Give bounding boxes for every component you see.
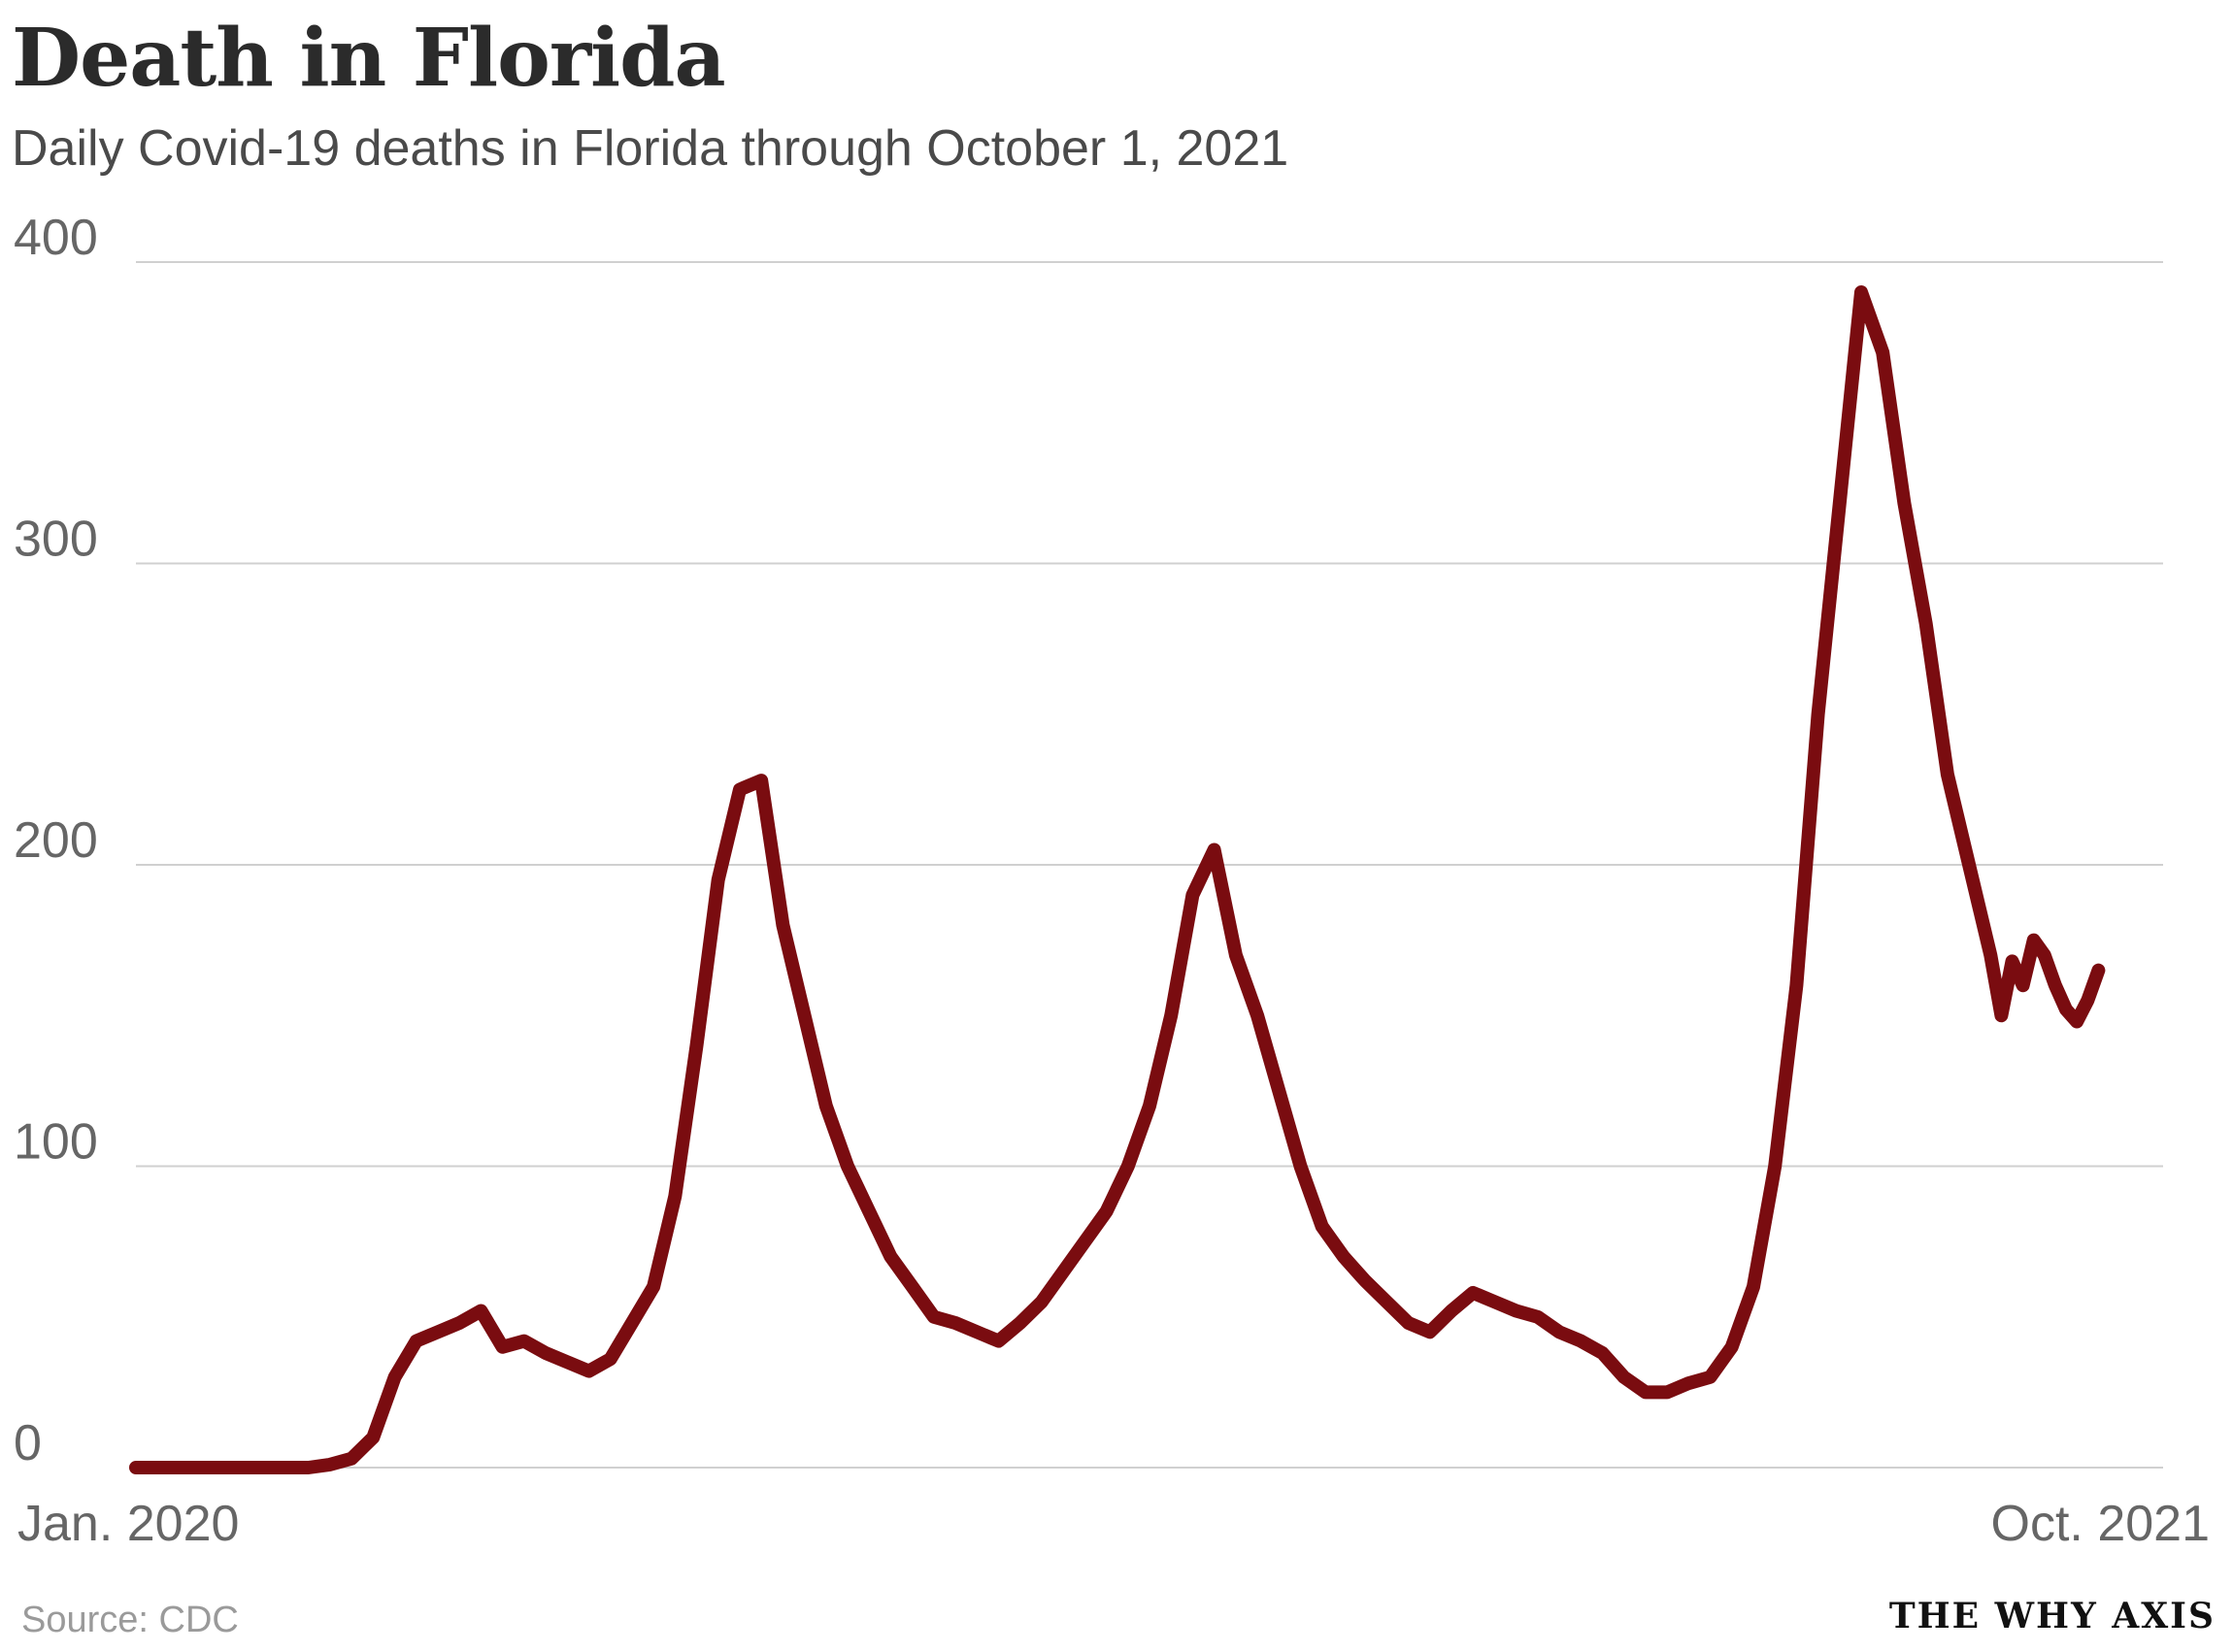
source-note: Source: CDC xyxy=(21,1600,239,1640)
gridlines xyxy=(136,261,2163,1469)
y-tick-label-400: 400 xyxy=(14,210,98,266)
y-axis-labels: 0 100 200 300 400 xyxy=(14,210,98,1471)
chart-title: Death in Florida xyxy=(12,12,726,105)
y-tick-label-0: 0 xyxy=(14,1415,42,1471)
series-layer xyxy=(129,285,2106,1474)
y-tick-label-200: 200 xyxy=(14,812,98,869)
x-tick-label-end: Oct. 2021 xyxy=(1991,1496,2210,1552)
y-tick-label-300: 300 xyxy=(14,512,98,568)
y-tick-label-100: 100 xyxy=(14,1114,98,1171)
series-line-deaths xyxy=(129,285,2106,1474)
brand-logo: THE WHY AXIS xyxy=(1888,1596,2216,1636)
chart-subtitle: Daily Covid-19 deaths in Florida through… xyxy=(12,120,1289,177)
x-tick-label-start: Jan. 2020 xyxy=(17,1496,239,1552)
